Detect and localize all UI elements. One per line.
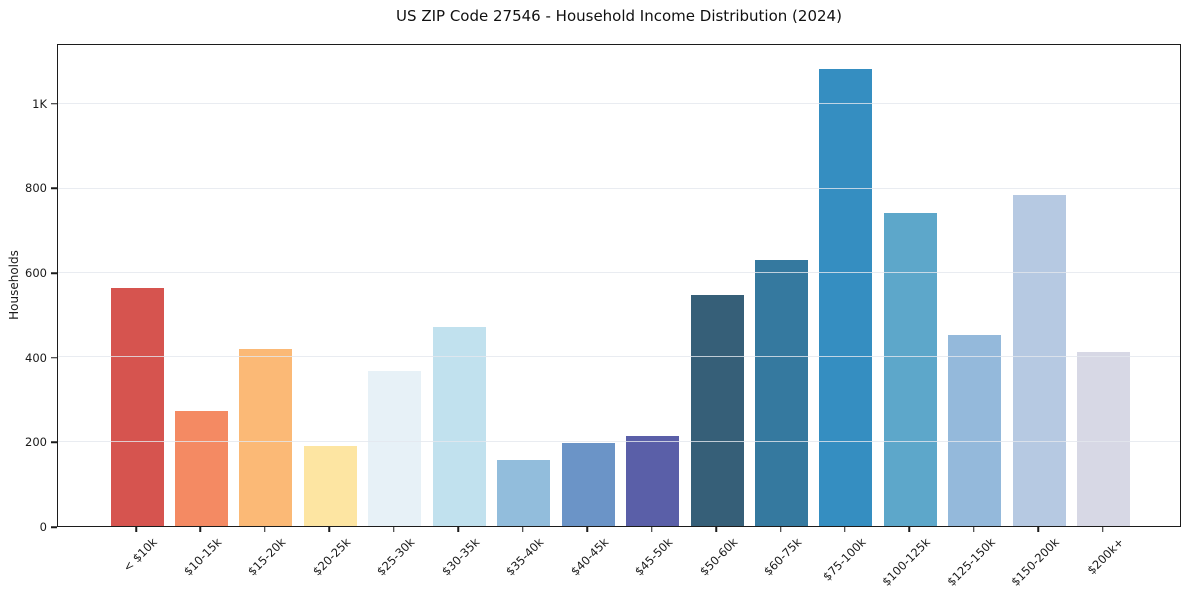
x-tick-mark <box>199 527 202 532</box>
bar <box>239 349 293 526</box>
x-tick-mark <box>1102 527 1104 532</box>
y-tick-label: 600 <box>25 266 47 280</box>
bar <box>755 260 808 526</box>
x-tick-mark <box>973 527 975 532</box>
bar <box>948 335 1002 526</box>
x-tick-label: $100-125k <box>879 535 934 589</box>
plot-area <box>57 44 1181 527</box>
x-tick-mark <box>844 527 846 532</box>
x-tick-label: $15-20k <box>245 535 289 579</box>
y-axis-ticks: 0 200 400 600 800 1K <box>0 44 57 534</box>
x-tick-label: $75-100k <box>820 535 869 584</box>
x-tick-label: $200k+ <box>1084 535 1127 578</box>
x-tick-mark <box>779 527 782 532</box>
bar <box>883 212 937 526</box>
bar <box>174 410 228 526</box>
y-tick-mark <box>51 187 57 190</box>
y-tick-mark <box>51 356 57 359</box>
y-tick-label: 200 <box>25 435 47 450</box>
x-tick-mark <box>1037 527 1040 532</box>
x-tick-label: < $10k <box>120 535 160 575</box>
bar <box>497 459 551 526</box>
x-tick-mark <box>457 527 459 532</box>
y-tick-label: 0 <box>39 520 47 534</box>
x-tick-mark <box>393 527 395 532</box>
bar <box>1012 194 1066 526</box>
y-tick-label: 1K <box>32 96 47 111</box>
x-tick-mark <box>264 527 266 532</box>
y-tick-mark <box>51 272 57 274</box>
bar <box>1077 352 1131 526</box>
bars-layer <box>58 45 1180 526</box>
y-tick-label: 400 <box>25 350 47 365</box>
x-tick-label: $30-35k <box>438 535 483 579</box>
bar <box>303 445 357 526</box>
bar <box>561 442 615 526</box>
x-tick-label: $125-150k <box>943 535 998 589</box>
x-tick-label: $20-25k <box>309 535 354 579</box>
x-tick-label: $60-75k <box>760 535 805 579</box>
y-tick-mark <box>51 526 57 528</box>
y-tick-mark <box>51 102 57 105</box>
bar <box>110 287 164 526</box>
bar <box>819 68 873 526</box>
x-tick-label: $150-200k <box>1008 535 1063 589</box>
x-tick-mark <box>715 527 717 532</box>
x-tick-label: $35-40k <box>503 535 547 579</box>
bar <box>432 327 486 526</box>
x-tick-label: $25-30k <box>374 535 418 579</box>
x-tick-label: $10-15k <box>180 535 225 579</box>
bar <box>690 295 744 526</box>
x-tick-label: $50-60k <box>696 535 740 579</box>
x-tick-mark <box>328 527 331 532</box>
x-tick-mark <box>650 527 653 532</box>
x-tick-label: $40-45k <box>567 535 612 579</box>
x-tick-label: $45-50k <box>632 535 676 579</box>
x-tick-mark <box>135 527 137 532</box>
x-tick-mark <box>586 527 588 532</box>
chart-title: US ZIP Code 27546 - Household Income Dis… <box>396 7 842 25</box>
y-tick-label: 800 <box>25 181 47 196</box>
y-tick-mark <box>51 441 57 444</box>
x-tick-mark <box>521 527 524 532</box>
bar <box>368 371 422 526</box>
x-tick-mark <box>908 527 911 532</box>
bar <box>626 435 680 526</box>
x-axis-ticks: < $10k $10-15k $15-20k $20-25k $25-30k $30-35… <box>57 527 1181 590</box>
